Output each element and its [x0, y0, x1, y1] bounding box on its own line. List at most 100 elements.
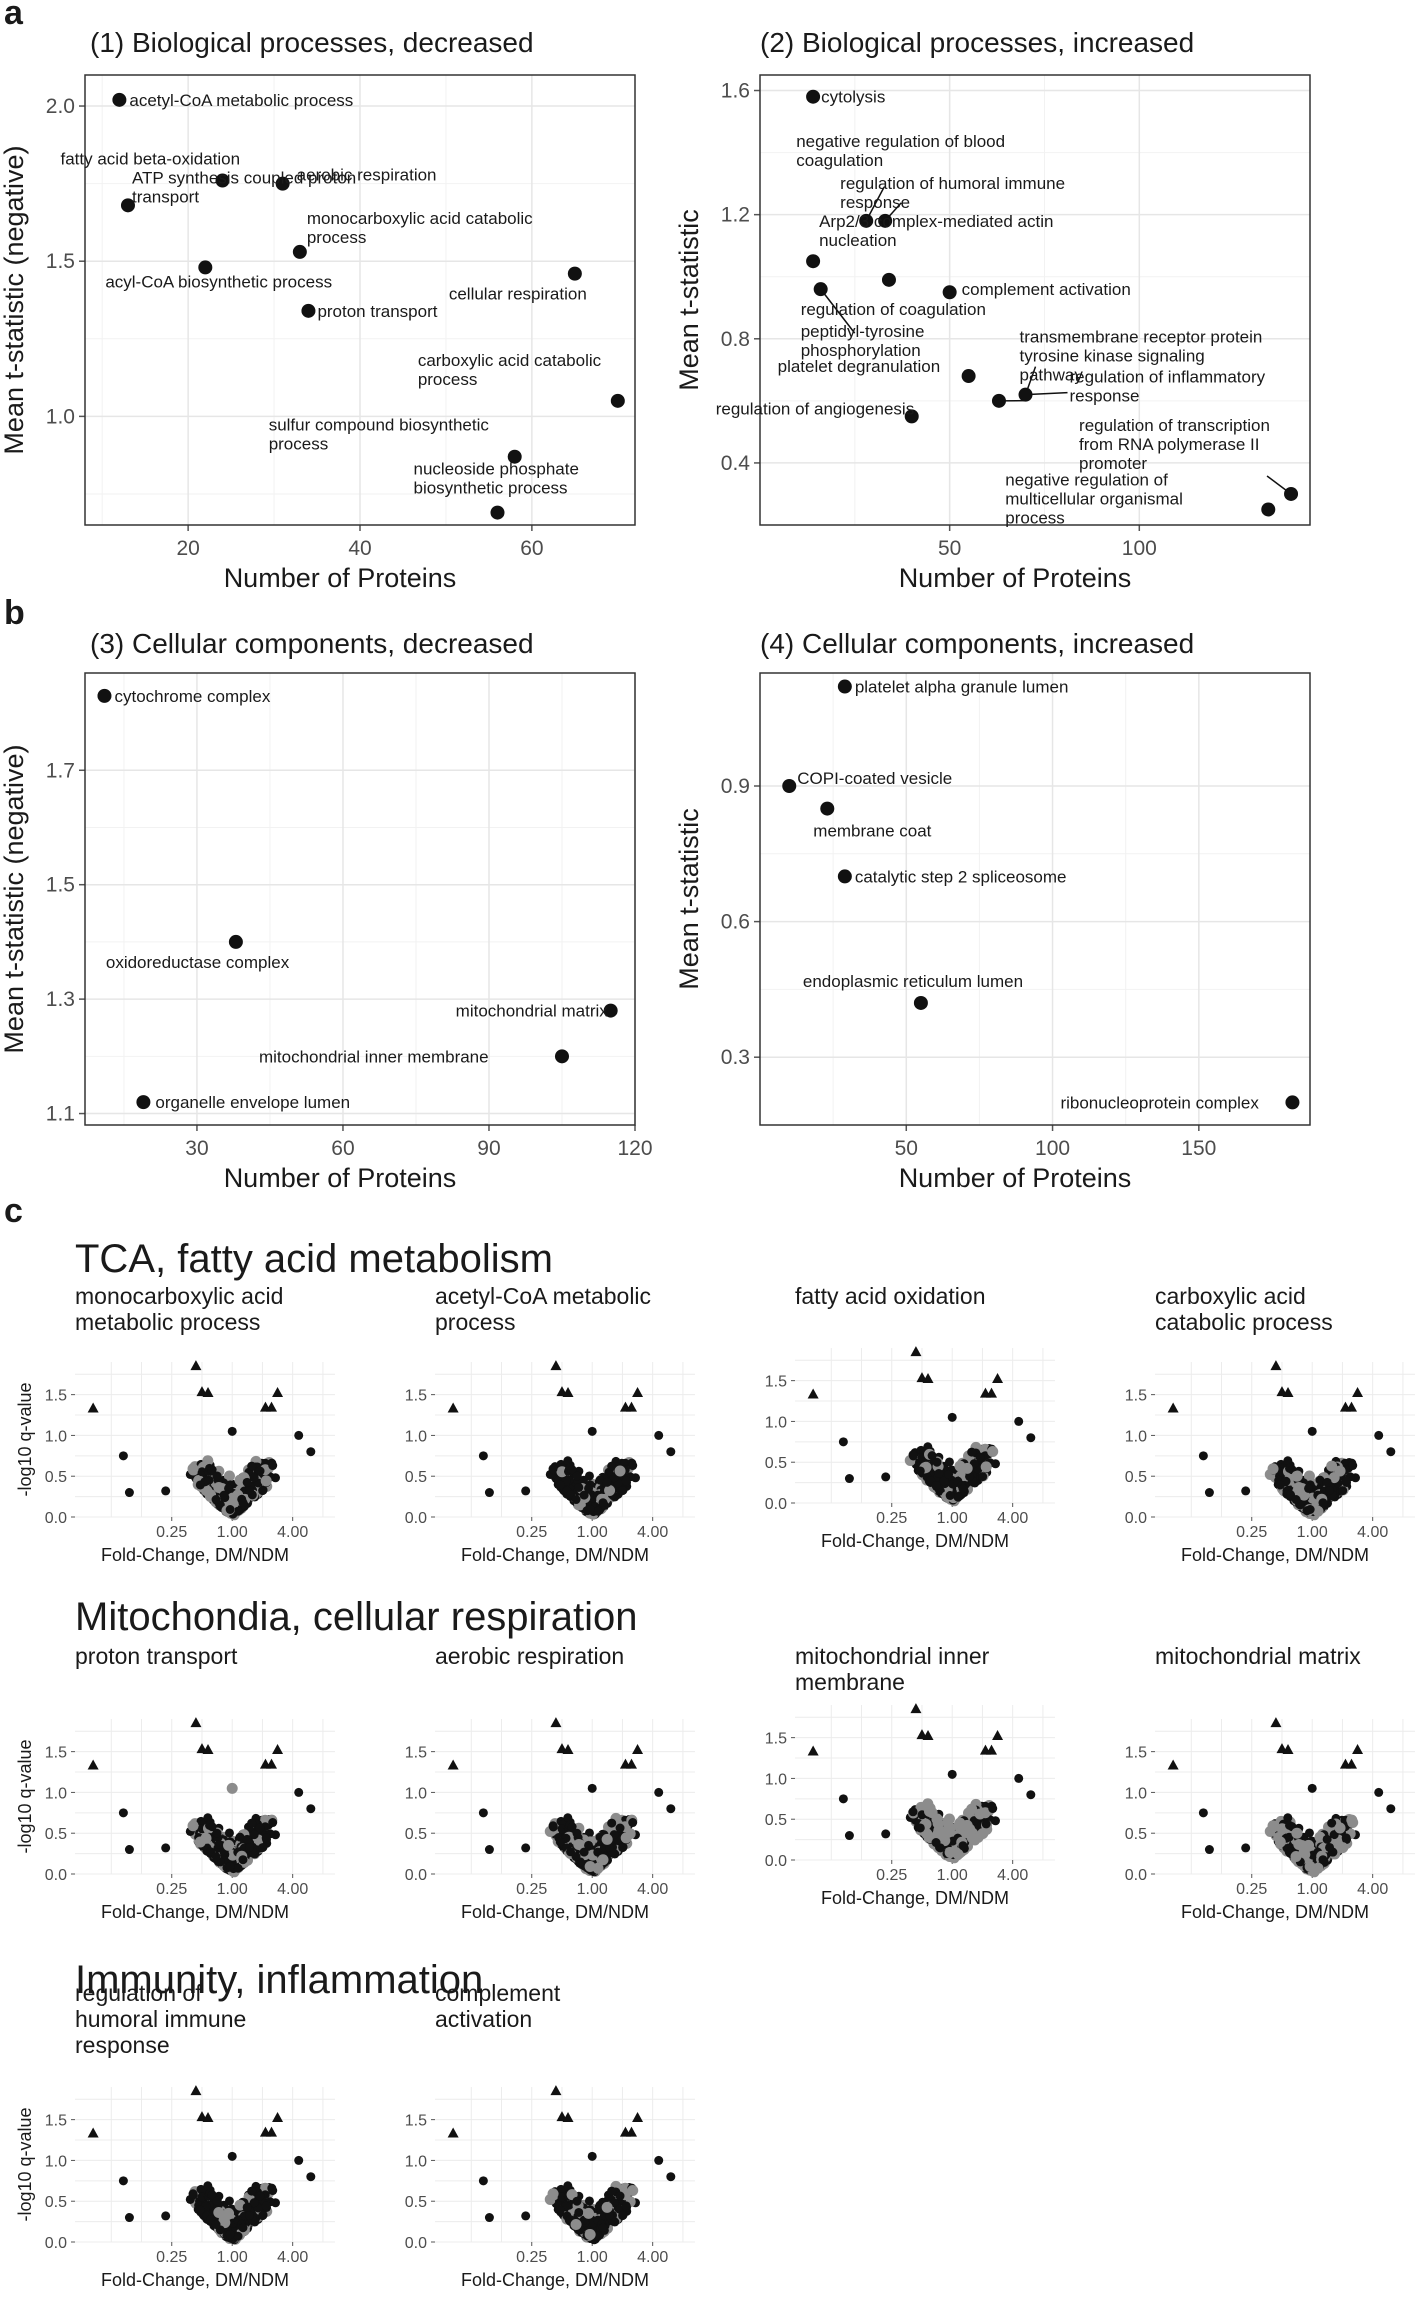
- data-point: [962, 1828, 972, 1838]
- data-point: [223, 2208, 233, 2218]
- data-point: [240, 1835, 252, 1847]
- data-point: [1292, 1852, 1304, 1864]
- data-point: [228, 1507, 238, 1517]
- data-point: [592, 1500, 602, 1510]
- data-point: [1299, 1850, 1311, 1862]
- data-point: [204, 1489, 214, 1499]
- data-point: [585, 1850, 595, 1860]
- data-point: [1317, 1478, 1329, 1490]
- data-point: [965, 1464, 975, 1474]
- data-point: [940, 1475, 950, 1485]
- data-point: [1275, 1815, 1287, 1827]
- data-point: [563, 1831, 575, 1843]
- data-point: [231, 2219, 241, 2229]
- data-point: [1282, 1486, 1292, 1496]
- data-point: [607, 1846, 617, 1856]
- data-point: [214, 1837, 226, 1849]
- data-point: [208, 1483, 218, 1493]
- data-point: [224, 1856, 234, 1866]
- data-point: [954, 1832, 966, 1844]
- data-point: [934, 1828, 944, 1838]
- data-point: [1327, 1831, 1339, 1843]
- data-point: [245, 1847, 255, 1857]
- data-point: [1282, 1841, 1294, 1853]
- data-point: [600, 1496, 610, 1506]
- data-point: [586, 1847, 596, 1857]
- data-point: [961, 1821, 973, 1833]
- data-point: [1343, 1814, 1355, 1826]
- data-point: [1312, 1483, 1324, 1495]
- volcano-title: aerobic respiration: [435, 1643, 625, 1669]
- data-point: [584, 1507, 594, 1517]
- data-point: [614, 1818, 624, 1828]
- x-tick-label: 1.00: [1297, 1881, 1328, 1898]
- data-point: [1301, 1863, 1313, 1875]
- data-point: [259, 1472, 269, 1482]
- data-point: [587, 1848, 597, 1858]
- data-point: [602, 1854, 612, 1864]
- data-point: [206, 1847, 216, 1857]
- data-point: [1331, 1813, 1341, 1823]
- data-point: [1270, 1717, 1282, 1728]
- data-point: [579, 1486, 589, 1496]
- data-point: [923, 1824, 935, 1836]
- data-point: [239, 2225, 249, 2235]
- data-point: [591, 1505, 601, 1515]
- data-point: [953, 1482, 963, 1492]
- data-point: [620, 1465, 630, 1475]
- data-point: [236, 1497, 248, 1509]
- data-point: [1309, 1859, 1321, 1871]
- data-point: [943, 1834, 953, 1844]
- data-point: [605, 1491, 617, 1503]
- data-point: [250, 1845, 260, 1855]
- data-point: [1277, 1467, 1287, 1477]
- data-point: [614, 1837, 624, 1847]
- data-point: [584, 1507, 596, 1519]
- data-point: [199, 1482, 211, 1494]
- data-point: [938, 1480, 948, 1490]
- data-point: [960, 1460, 970, 1470]
- data-point: [593, 1506, 603, 1516]
- data-point: [224, 1507, 234, 1517]
- data-point: [255, 1823, 265, 1833]
- data-point: [212, 2196, 222, 2206]
- data-point: [261, 1833, 271, 1843]
- data-point: [217, 1502, 227, 1512]
- data-point: [255, 1474, 265, 1484]
- data-point: [596, 1503, 606, 1513]
- data-point: [250, 2217, 260, 2227]
- data-point: [597, 1502, 607, 1512]
- data-point: [1298, 1858, 1308, 1868]
- data-point: [1288, 1846, 1300, 1858]
- y-tick-label: 0.5: [45, 2194, 67, 2211]
- data-point: [579, 1486, 589, 1496]
- data-point: [550, 1829, 560, 1839]
- data-point: [985, 1458, 995, 1468]
- data-point: [234, 1835, 244, 1845]
- data-point: [973, 1820, 983, 1830]
- data-point: [605, 1842, 615, 1852]
- data-point: [237, 1855, 247, 1865]
- point-label: membrane coat: [813, 822, 931, 841]
- data-point: [1291, 1470, 1303, 1482]
- data-point: [231, 2228, 241, 2238]
- data-point: [946, 1842, 956, 1852]
- data-point: [959, 1473, 969, 1483]
- data-point: [954, 1491, 964, 1501]
- data-point: [1313, 1834, 1325, 1846]
- data-point: [578, 1499, 588, 1509]
- data-point: [1282, 1489, 1292, 1499]
- data-point: [208, 1841, 220, 1853]
- data-point: [947, 1848, 957, 1858]
- data-point: [238, 1855, 250, 1867]
- data-point: [611, 1484, 621, 1494]
- data-point: [945, 1825, 957, 1837]
- data-point: [617, 1481, 627, 1491]
- data-point: [589, 1850, 599, 1860]
- data-point: [226, 1490, 238, 1502]
- data-point: [602, 1849, 612, 1859]
- data-point: [230, 1862, 240, 1872]
- data-point: [1320, 1472, 1332, 1484]
- data-point: [216, 1498, 226, 1508]
- data-point: [594, 1856, 604, 1866]
